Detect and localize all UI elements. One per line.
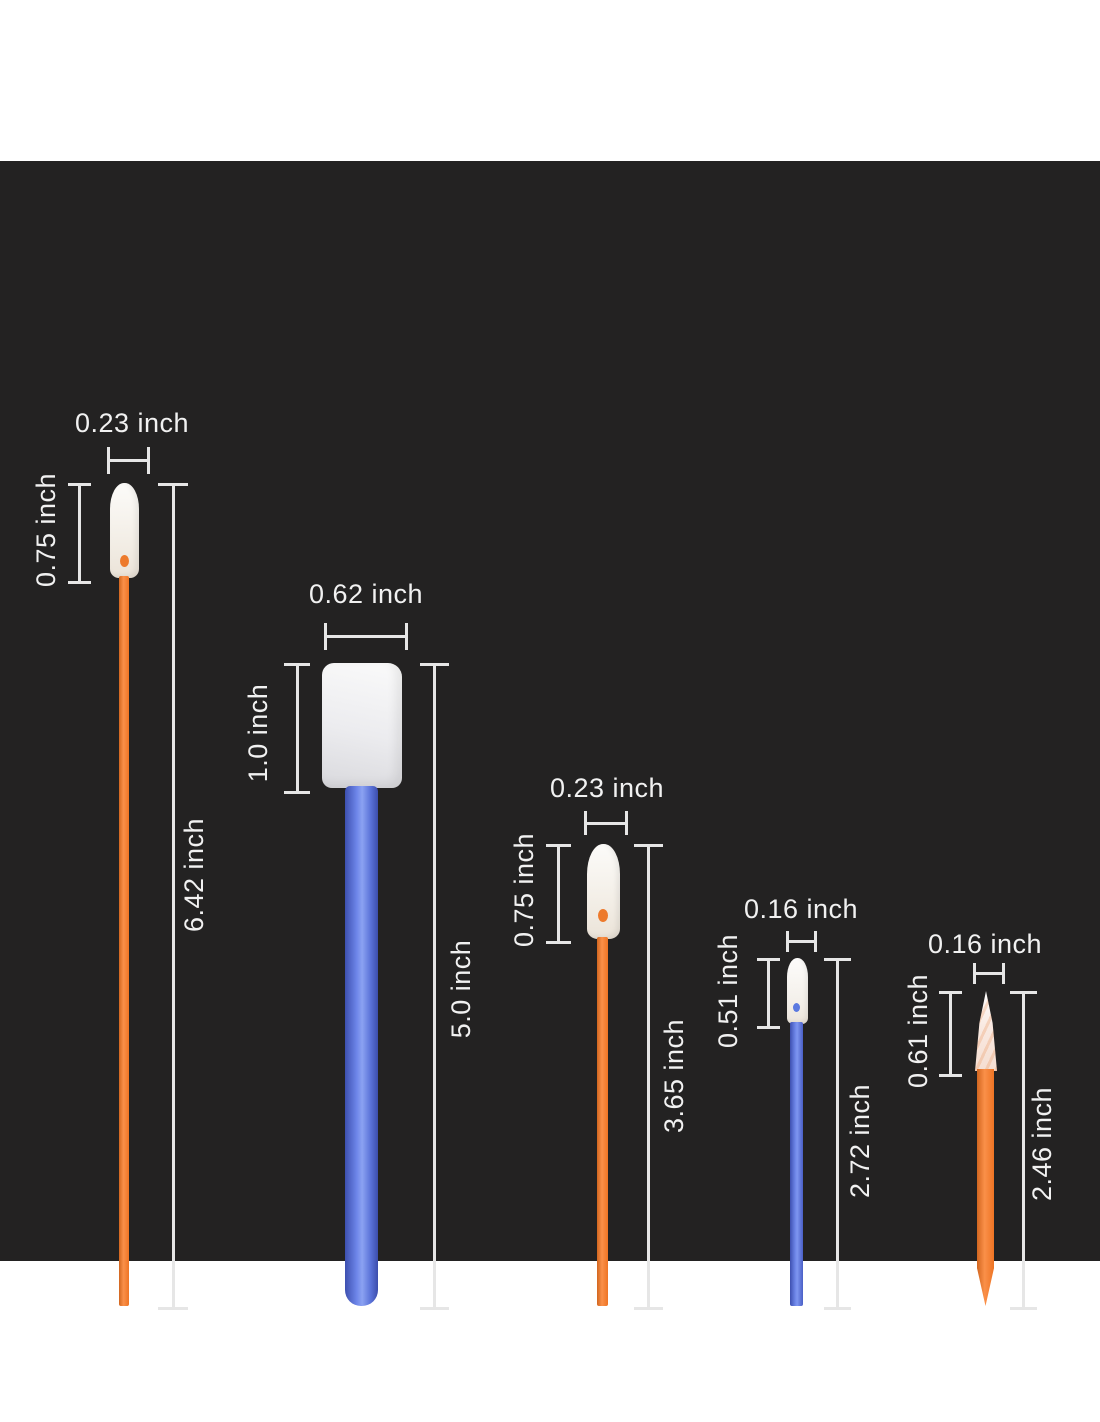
swab2-width-label: 0.62 inch	[308, 578, 424, 609]
swab5-width-bracket	[973, 963, 1005, 984]
swab5-total-length-label: 2.46 inch	[1026, 1086, 1057, 1202]
swab5-total-length-bracket	[1010, 991, 1037, 1310]
swab3-tip-length-label: 0.75 inch	[508, 832, 539, 948]
swab2-stick	[345, 786, 378, 1306]
swab3-width-bracket	[584, 811, 628, 835]
swab4-width-label: 0.16 inch	[743, 893, 859, 924]
swab2-head-length-label: 1.0 inch	[242, 683, 273, 783]
swab2-total-length-bracket	[420, 663, 449, 1310]
swab3-width-label: 0.23 inch	[549, 772, 665, 803]
swab5-stick	[977, 1069, 994, 1306]
swab2-head-length-bracket	[284, 663, 310, 794]
swab3-foam-tip	[587, 844, 620, 939]
dark-panel: 0.23 inch 0.75 inch 6.42 inch 0.62 inch …	[0, 161, 1100, 1310]
swab3-total-length-bracket	[634, 844, 663, 1310]
swab5-pointed-foam-tip	[975, 991, 997, 1071]
swab2-width-bracket	[324, 623, 408, 650]
swab5-tip-length-bracket	[939, 991, 962, 1077]
swab1-tip-length-label: 0.75 inch	[30, 472, 61, 588]
swab3-stick	[597, 937, 608, 1306]
swab4-tip-length-label: 0.51 inch	[712, 933, 743, 1049]
swab4-tip-dot	[793, 1003, 800, 1012]
swab4-stick	[790, 1022, 803, 1306]
swab1-total-length-bracket	[158, 483, 188, 1310]
swab1-width-label: 0.23 inch	[74, 407, 190, 438]
swab4-width-bracket	[786, 931, 817, 952]
swab1-stick	[119, 576, 129, 1306]
swab5-width-label: 0.16 inch	[927, 928, 1043, 959]
swab4-foam-tip	[787, 958, 808, 1024]
swab1-total-length-label: 6.42 inch	[178, 817, 209, 933]
swab5-tip-length-label: 0.61 inch	[902, 973, 933, 1089]
swab1-width-bracket	[107, 447, 150, 474]
swab2-foam-head	[322, 663, 402, 788]
swab1-tip-dot	[120, 555, 129, 567]
swab2-total-length-label: 5.0 inch	[445, 939, 476, 1039]
swab1-tip-length-bracket	[68, 483, 91, 584]
swab3-tip-length-bracket	[546, 844, 571, 944]
swab4-total-length-label: 2.72 inch	[844, 1083, 875, 1199]
swab3-total-length-label: 3.65 inch	[658, 1018, 689, 1134]
swab4-tip-length-bracket	[757, 958, 780, 1029]
swab3-tip-dot	[598, 909, 608, 922]
swab4-total-length-bracket	[824, 958, 851, 1310]
